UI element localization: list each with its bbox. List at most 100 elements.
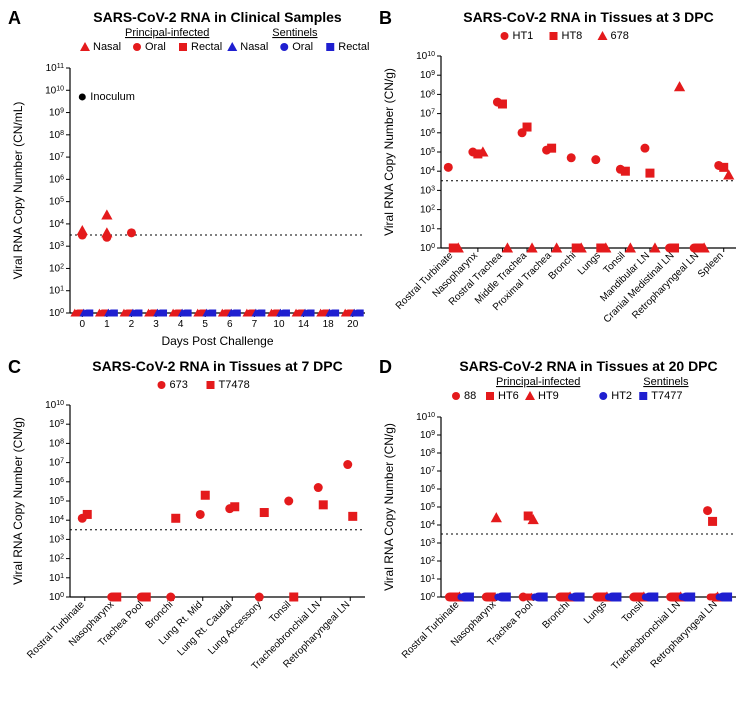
- svg-text:102: 102: [49, 553, 64, 565]
- svg-text:103: 103: [49, 534, 64, 546]
- svg-text:HT2: HT2: [611, 390, 632, 402]
- svg-text:105: 105: [420, 147, 435, 159]
- svg-text:101: 101: [420, 574, 435, 586]
- panel-label-d: D: [379, 357, 392, 378]
- svg-text:Rectal: Rectal: [191, 41, 222, 53]
- svg-text:100: 100: [420, 243, 435, 255]
- svg-text:7: 7: [252, 319, 258, 330]
- svg-text:106: 106: [49, 174, 64, 186]
- panel-label-a: A: [8, 8, 21, 29]
- chart-b: SARS-CoV-2 RNA in Tissues at 3 DPCHT1HT8…: [379, 8, 746, 353]
- svg-text:Oral: Oral: [292, 41, 313, 53]
- svg-text:Days Post Challenge: Days Post Challenge: [161, 334, 273, 348]
- svg-text:Retropharyngeal LN: Retropharyngeal LN: [649, 599, 720, 670]
- panel-a: A SARS-CoV-2 RNA in Clinical Samples Prin…: [8, 8, 375, 353]
- svg-text:100: 100: [420, 592, 435, 604]
- svg-text:109: 109: [49, 419, 64, 431]
- svg-text:Viral RNA Copy Number (CN/g): Viral RNA Copy Number (CN/g): [382, 68, 396, 236]
- svg-text:Bronchi: Bronchi: [540, 599, 572, 631]
- svg-text:100: 100: [49, 592, 64, 604]
- svg-text:Principal-infected: Principal-infected: [496, 376, 580, 388]
- svg-text:T7477: T7477: [651, 390, 682, 402]
- svg-text:1011: 1011: [46, 63, 64, 75]
- svg-text:HT9: HT9: [538, 390, 559, 402]
- chart-d: SARS-CoV-2 RNA in Tissues at 20 DPC Princ…: [379, 357, 746, 702]
- svg-text:SARS-CoV-2 RNA in Tissues at 3: SARS-CoV-2 RNA in Tissues at 3 DPC: [463, 9, 714, 25]
- svg-text:Viral RNA Copy Number (CN/g): Viral RNA Copy Number (CN/g): [11, 417, 25, 585]
- svg-text:105: 105: [49, 196, 64, 208]
- panel-label-b: B: [379, 8, 392, 29]
- svg-text:Tonsil: Tonsil: [620, 599, 646, 625]
- svg-text:Tonsil: Tonsil: [268, 599, 294, 625]
- svg-text:102: 102: [420, 204, 435, 216]
- svg-text:SARS-CoV-2 RNA in Tissues at 7: SARS-CoV-2 RNA in Tissues at 7 DPC: [92, 358, 343, 374]
- svg-text:105: 105: [420, 502, 435, 514]
- svg-text:1010: 1010: [45, 400, 64, 412]
- svg-text:5: 5: [202, 319, 208, 330]
- panel-b: B SARS-CoV-2 RNA in Tissues at 3 DPCHT1H…: [379, 8, 746, 353]
- panel-label-c: C: [8, 357, 21, 378]
- svg-text:101: 101: [49, 285, 64, 297]
- svg-text:Tracheobronchial LN: Tracheobronchial LN: [610, 599, 683, 672]
- svg-text:107: 107: [420, 466, 435, 478]
- panel-d: D SARS-CoV-2 RNA in Tissues at 20 DPC Pri…: [379, 357, 746, 702]
- svg-text:101: 101: [420, 223, 435, 235]
- svg-text:4: 4: [178, 319, 184, 330]
- panel-c: C SARS-CoV-2 RNA in Tissues at 7 DPC 673 T…: [8, 357, 375, 702]
- svg-text:108: 108: [49, 438, 64, 450]
- chart-c: SARS-CoV-2 RNA in Tissues at 7 DPC 673 T74…: [8, 357, 375, 702]
- svg-text:Bronchi: Bronchi: [547, 250, 579, 282]
- svg-text:Inoculum: Inoculum: [90, 91, 135, 103]
- svg-text:20: 20: [347, 319, 359, 330]
- svg-text:10: 10: [273, 319, 285, 330]
- svg-text:SARS-CoV-2 RNA in Tissues at 2: SARS-CoV-2 RNA in Tissues at 20 DPC: [459, 358, 717, 374]
- svg-text:14: 14: [298, 319, 310, 330]
- svg-text:Lungs: Lungs: [576, 250, 603, 277]
- svg-text:103: 103: [420, 538, 435, 550]
- svg-text:102: 102: [49, 263, 64, 275]
- svg-text:HT6: HT6: [498, 390, 519, 402]
- svg-text:3: 3: [153, 319, 159, 330]
- svg-text:108: 108: [49, 129, 64, 141]
- svg-text:Sentinels: Sentinels: [643, 376, 689, 388]
- svg-text:108: 108: [420, 448, 435, 460]
- chart-a: SARS-CoV-2 RNA in Clinical Samples Princi…: [8, 8, 375, 353]
- svg-text:104: 104: [420, 166, 435, 178]
- svg-text:103: 103: [420, 185, 435, 197]
- svg-text:Sentinels: Sentinels: [272, 27, 318, 39]
- svg-text:106: 106: [49, 476, 64, 488]
- svg-text:103: 103: [49, 241, 64, 253]
- svg-text:678: 678: [611, 30, 629, 42]
- svg-text:109: 109: [420, 70, 435, 82]
- svg-text:105: 105: [49, 496, 64, 508]
- svg-text:Viral RNA Copy Number (CN/mL): Viral RNA Copy Number (CN/mL): [11, 102, 25, 280]
- svg-text:Lung Accessory: Lung Accessory: [206, 599, 264, 657]
- svg-text:1010: 1010: [45, 85, 64, 97]
- svg-text:Nasal: Nasal: [240, 41, 268, 53]
- svg-text:108: 108: [420, 89, 435, 101]
- svg-text:109: 109: [49, 107, 64, 119]
- svg-text:Oral: Oral: [145, 41, 166, 53]
- svg-text:107: 107: [49, 152, 64, 164]
- figure-grid: A SARS-CoV-2 RNA in Clinical Samples Prin…: [8, 8, 742, 702]
- svg-text:SARS-CoV-2 RNA in Clinical Sam: SARS-CoV-2 RNA in Clinical Samples: [93, 9, 342, 25]
- svg-text:Rostral Turbinate: Rostral Turbinate: [400, 599, 462, 661]
- svg-text:18: 18: [323, 319, 335, 330]
- svg-text:Rectal: Rectal: [338, 41, 369, 53]
- svg-text:1010: 1010: [416, 51, 435, 63]
- svg-text:HT8: HT8: [562, 30, 583, 42]
- svg-text:T7478: T7478: [219, 379, 250, 391]
- svg-text:104: 104: [49, 515, 64, 527]
- svg-text:0: 0: [80, 319, 86, 330]
- svg-text:109: 109: [420, 430, 435, 442]
- svg-text:Principal-infected: Principal-infected: [125, 27, 209, 39]
- svg-text:1: 1: [104, 319, 110, 330]
- svg-text:Nasal: Nasal: [93, 41, 121, 53]
- svg-text:6: 6: [227, 319, 233, 330]
- svg-text:Viral RNA Copy Number (CN/g): Viral RNA Copy Number (CN/g): [382, 423, 396, 591]
- svg-text:104: 104: [49, 218, 64, 230]
- svg-text:100: 100: [49, 308, 64, 320]
- svg-text:673: 673: [170, 379, 188, 391]
- svg-text:102: 102: [420, 556, 435, 568]
- svg-text:2: 2: [129, 319, 135, 330]
